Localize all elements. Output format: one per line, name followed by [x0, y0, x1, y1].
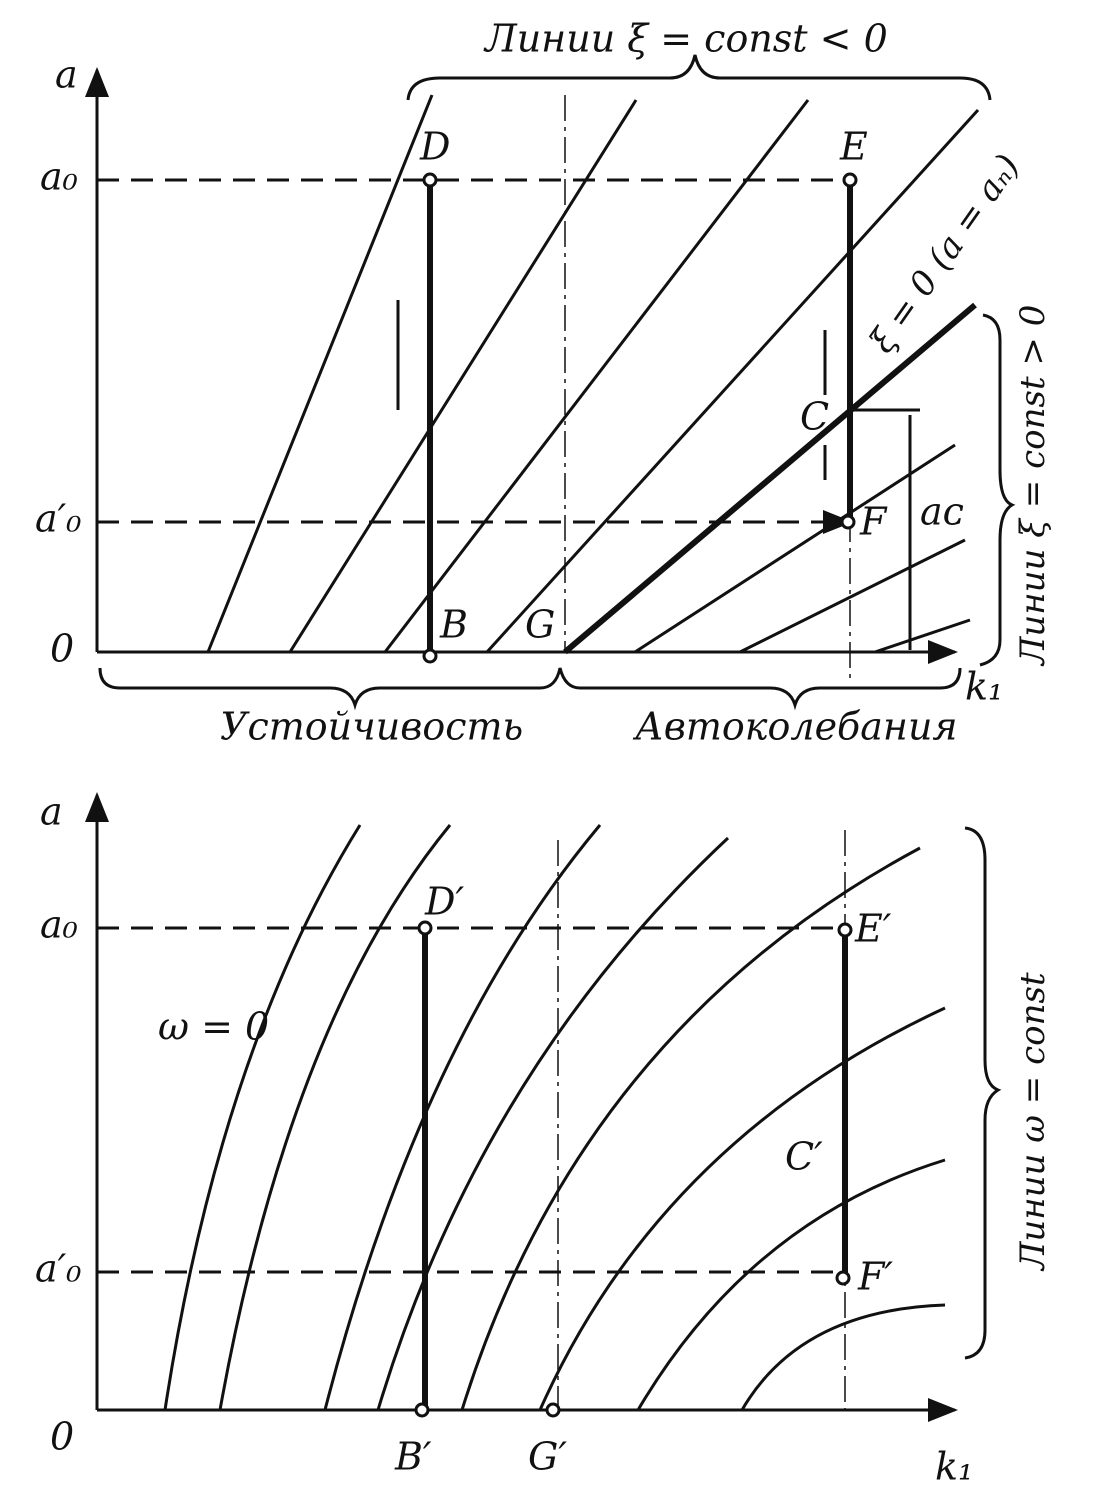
brace [979, 313, 1016, 667]
brace [98, 667, 962, 711]
y-axis-label: a [55, 53, 78, 97]
brace [964, 826, 1002, 1360]
point-label: C′ [785, 1135, 823, 1179]
point [837, 922, 853, 938]
bottom-panel: a a₀ a′₀ 0 k₁ D′ E′ C′ F′ B′ G′ ω = 0 Ли… [35, 790, 1053, 1489]
point [414, 1402, 430, 1418]
right-label: Линии ω = const [1013, 972, 1053, 1272]
right-label: Линии ξ = const > 0 [1013, 305, 1053, 667]
region-label: Автоколебания [632, 705, 958, 749]
point [417, 920, 433, 936]
origin: 0 [50, 1415, 74, 1459]
xi-lines [206, 94, 980, 654]
point [545, 1402, 561, 1418]
origin: 0 [50, 627, 74, 671]
point [840, 514, 856, 530]
thick-lines [427, 180, 977, 655]
title: Линии ξ = const < 0 [483, 17, 888, 61]
point-label: G′ [528, 1435, 567, 1479]
point-label: B [439, 603, 468, 647]
point-label: D′ [424, 880, 464, 924]
point-label: C [800, 395, 829, 439]
tick-label: a₀ [40, 155, 78, 199]
point-label: G [525, 603, 555, 647]
point-label: E′ [854, 907, 892, 951]
x-axis-label: k₁ [965, 665, 1003, 709]
point-label: E [839, 125, 868, 169]
dashdot-lines [557, 830, 846, 1410]
point-label: D [419, 125, 450, 169]
point-label: F [859, 500, 888, 544]
arrows [396, 300, 920, 650]
dash-lines [97, 926, 845, 1274]
curve-label: ω = 0 [158, 1005, 269, 1049]
y-axis-label: a [40, 790, 63, 834]
top-panel: Линии ξ = const < 0 a a₀ a′₀ 0 k₁ D E C … [35, 17, 1053, 749]
brace [406, 54, 992, 101]
point-label: F′ [857, 1255, 893, 1299]
point [422, 172, 438, 188]
point [842, 172, 858, 188]
thick-lines [422, 928, 848, 1410]
point [835, 1270, 851, 1286]
point-label: B′ [394, 1435, 432, 1479]
omega-curves [163, 824, 946, 1411]
tick-label: a′₀ [35, 1247, 82, 1291]
dash-lines [97, 178, 850, 524]
tick-label: a′₀ [35, 497, 82, 541]
dashdot-lines [564, 95, 851, 680]
ac-label: aᴄ [920, 490, 964, 534]
point [422, 648, 438, 664]
tick-label: a₀ [40, 903, 78, 947]
x-axis-label: k₁ [935, 1445, 973, 1489]
region-label: Устойчивость [220, 705, 523, 749]
